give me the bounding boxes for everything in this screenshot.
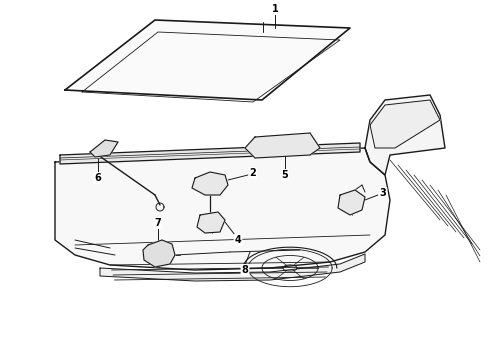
Polygon shape	[90, 140, 118, 157]
Polygon shape	[60, 143, 360, 164]
Polygon shape	[245, 133, 320, 158]
Text: 2: 2	[249, 168, 256, 178]
Text: 6: 6	[95, 173, 101, 183]
Text: 4: 4	[235, 235, 242, 245]
Polygon shape	[365, 95, 445, 175]
Polygon shape	[192, 172, 228, 195]
Polygon shape	[65, 20, 350, 100]
Polygon shape	[100, 254, 365, 281]
Polygon shape	[197, 212, 225, 233]
Text: 1: 1	[271, 4, 278, 14]
Text: 3: 3	[380, 188, 387, 198]
Polygon shape	[143, 240, 175, 267]
Text: 5: 5	[282, 170, 289, 180]
Text: 8: 8	[242, 265, 248, 275]
Polygon shape	[55, 148, 390, 270]
Polygon shape	[370, 100, 440, 148]
Text: 7: 7	[155, 218, 161, 228]
Polygon shape	[338, 190, 365, 215]
